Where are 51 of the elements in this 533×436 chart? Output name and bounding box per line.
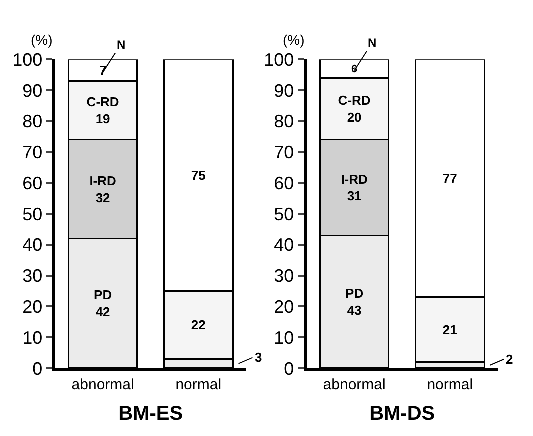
data-label: 2	[506, 352, 514, 367]
y-tick-label: 40	[274, 235, 294, 256]
y-tick-label: 0	[32, 358, 43, 379]
y-tick-label: 20	[22, 297, 43, 317]
y-tick-label: 70	[22, 142, 43, 163]
data-label: 77	[442, 171, 458, 186]
y-tick-label: 50	[22, 204, 43, 224]
data-label: 42	[96, 304, 110, 320]
y-axis-title: (%)	[31, 32, 53, 48]
series-label: PD	[346, 286, 364, 302]
y-tick-label: 100	[264, 50, 294, 70]
x-axis-title: BM-ES	[118, 402, 184, 425]
data-label: 43	[347, 303, 362, 318]
y-tick-label: 60	[274, 173, 294, 194]
y-tick-label: 10	[22, 328, 43, 348]
data-label: 31	[347, 188, 362, 204]
y-tick-label: 100	[12, 50, 43, 70]
y-tick-label: 20	[274, 297, 294, 317]
series-label: N	[368, 36, 377, 50]
data-label: 22	[191, 318, 206, 333]
series-label: C-RD	[338, 93, 371, 108]
series-label: N	[117, 38, 126, 52]
data-label: 19	[96, 112, 110, 127]
y-axis-title: (%)	[283, 32, 305, 48]
x-axis-title: BM-DS	[370, 402, 436, 425]
y-tick-label: 0	[284, 358, 294, 379]
y-tick-label: 50	[274, 204, 294, 224]
y-tick-label: 90	[22, 80, 43, 101]
data-label: 3	[255, 350, 262, 365]
y-tick-label: 90	[274, 80, 294, 101]
x-tick-label: normal	[176, 376, 222, 394]
series-label: C-RD	[86, 94, 120, 110]
series-label: I-RD	[341, 172, 368, 187]
series-label: PD	[94, 288, 112, 303]
x-tick-label: abnormal	[72, 376, 134, 394]
data-label: 20	[347, 110, 362, 125]
y-tick-label: 80	[22, 112, 43, 132]
data-label: 32	[96, 190, 110, 206]
y-tick-label: 30	[22, 266, 43, 286]
y-tick-label: 60	[22, 173, 43, 194]
y-tick-label: 70	[274, 142, 294, 163]
data-label: 75	[191, 168, 206, 183]
y-tick-label: 40	[22, 235, 43, 256]
x-tick-label: normal	[427, 376, 474, 394]
x-tick-label: abnormal	[323, 376, 386, 394]
data-label: 21	[442, 322, 458, 338]
data-label: 6	[352, 64, 358, 76]
y-tick-label: 10	[274, 328, 294, 348]
y-tick-label: 80	[274, 112, 294, 132]
y-tick-label: 30	[274, 266, 294, 286]
series-label: I-RD	[90, 173, 116, 188]
